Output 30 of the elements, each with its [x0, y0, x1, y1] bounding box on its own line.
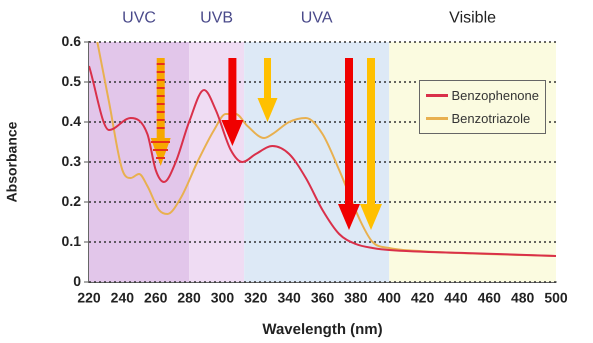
- x-tick-label: 500: [544, 289, 568, 306]
- x-tick-label: 220: [77, 289, 101, 306]
- band-label: UVA: [300, 9, 333, 26]
- y-tick-label: 0.4: [62, 112, 82, 129]
- x-tick-label: 240: [110, 289, 134, 306]
- x-tick-label: 420: [410, 289, 434, 306]
- band-label: UVC: [122, 9, 156, 26]
- x-tick-label: 360: [310, 289, 334, 306]
- x-tick-label: 460: [478, 289, 502, 306]
- legend-label: Benzotriazole: [452, 111, 530, 126]
- legend-label: Benzophenone: [452, 88, 539, 103]
- y-tick-label: 0: [73, 272, 82, 289]
- y-tick-label: 0.6: [62, 32, 82, 49]
- x-tick-label: 260: [144, 289, 168, 306]
- y-tick-label: 0.1: [62, 232, 82, 249]
- band-label: Visible: [449, 9, 496, 26]
- x-axis-title: Wavelength (nm): [262, 321, 383, 338]
- x-tick-label: 440: [444, 289, 468, 306]
- x-tick-label: 320: [244, 289, 268, 306]
- x-tick-label: 480: [510, 289, 535, 306]
- y-tick-label: 0.3: [62, 152, 82, 169]
- x-tick-label: 400: [378, 289, 402, 306]
- y-axis-title: Absorbance: [3, 121, 20, 202]
- x-tick-label: 280: [177, 289, 201, 306]
- band-label: UVB: [200, 9, 234, 26]
- y-tick-label: 0.2: [62, 192, 82, 209]
- x-tick-label: 340: [277, 289, 302, 306]
- y-tick-label: 0.5: [62, 72, 82, 89]
- x-tick-label: 380: [344, 289, 368, 306]
- x-tick-label: 300: [210, 289, 234, 306]
